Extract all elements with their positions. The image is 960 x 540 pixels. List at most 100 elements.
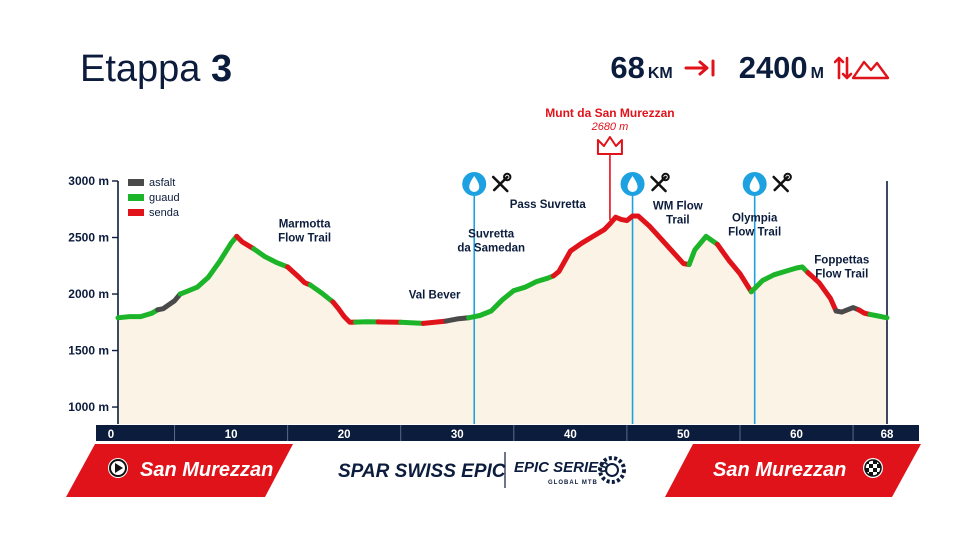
profile-segment-senda bbox=[330, 299, 358, 325]
profile-segment-asfalt bbox=[443, 315, 472, 324]
profile-segment-senda bbox=[420, 318, 449, 326]
location-label-line: da Samedan bbox=[457, 243, 525, 255]
profile-segment-senda bbox=[647, 223, 692, 268]
location-label-line: Val Bever bbox=[409, 290, 461, 302]
x-tick-label: 0 bbox=[108, 429, 114, 441]
water-drop-glyph bbox=[627, 176, 638, 192]
legend-swatch-asfalt bbox=[128, 179, 144, 186]
y-tick-label: 2500 m bbox=[68, 231, 109, 245]
wrench-head bbox=[783, 172, 792, 182]
profile-segment-senda bbox=[285, 264, 313, 288]
profile-segment-guaud bbox=[686, 233, 720, 268]
elevation-stat: 2400 M bbox=[739, 50, 824, 86]
legend-swatch-senda bbox=[128, 209, 144, 216]
crown-icon bbox=[596, 136, 623, 155]
x-tick-label: 10 bbox=[225, 429, 238, 441]
location-label: Val Bever bbox=[409, 290, 461, 302]
x-tick-label: 20 bbox=[338, 429, 351, 441]
water-drop-glyph bbox=[469, 176, 480, 192]
gear-logo-icon bbox=[598, 456, 626, 484]
summit-elevation: 2680 m bbox=[591, 121, 629, 133]
location-label: Marmotta Flow Trail bbox=[278, 218, 331, 244]
wrench-head bbox=[661, 172, 670, 182]
water-drop-glyph bbox=[749, 176, 760, 192]
tools-icon bbox=[650, 172, 670, 193]
service-point bbox=[462, 172, 512, 424]
profile-segment-senda bbox=[550, 213, 652, 279]
profile-segment-guaud bbox=[115, 307, 161, 321]
y-tick-label: 1000 m bbox=[68, 400, 109, 414]
profile-segment-guaud bbox=[748, 264, 811, 295]
y-tick-label: 1500 m bbox=[68, 344, 109, 358]
profile-segment-guaud bbox=[398, 319, 426, 326]
location-label-line: Flow Trail bbox=[278, 232, 331, 244]
distance-value: 68 bbox=[610, 50, 645, 85]
location-label: Olympia Flow Trail bbox=[728, 213, 781, 239]
y-tick-label: 3000 m bbox=[68, 174, 109, 188]
y-tick-label: 2000 m bbox=[68, 287, 109, 301]
location-label-line: Foppettas bbox=[814, 255, 869, 267]
series-name: EPIC SERIES bbox=[514, 459, 608, 476]
profile-segment-guaud bbox=[251, 246, 291, 270]
location-label-line: Flow Trail bbox=[815, 269, 868, 281]
location-labels-layer: Marmotta Flow Trail Val Bever Suvretta da Sa… bbox=[278, 199, 869, 301]
summit-name: Munt da San Murezzan bbox=[545, 106, 674, 120]
finish-flag-icon bbox=[863, 458, 883, 478]
series-sub: GLOBAL MTB bbox=[548, 480, 598, 486]
play-icon bbox=[108, 458, 128, 478]
legend-label-asfalt: asfalt bbox=[149, 177, 175, 189]
stage-stats: 68 KM 2400 M bbox=[610, 50, 890, 86]
stage-title: Etappa 3 bbox=[80, 48, 232, 91]
profile-segment-asfalt bbox=[833, 305, 862, 315]
footer: San Murezzan SPAR SWISS EPIC EPIC SERIES… bbox=[66, 444, 921, 497]
finish-banner bbox=[665, 444, 921, 497]
location-label-line: WM Flow bbox=[653, 200, 703, 212]
y-axis-layer: 3000 m 2500 m 2000 m 1500 m 1000 m bbox=[68, 174, 888, 424]
profile-area bbox=[118, 216, 887, 424]
x-tick-label: 30 bbox=[451, 429, 464, 441]
x-axis-bar bbox=[96, 425, 919, 441]
legend-label-guaud: guaud bbox=[149, 192, 180, 204]
elevation-mountain-icon bbox=[834, 56, 890, 80]
start-city: San Murezzan bbox=[140, 459, 273, 481]
wrench-head bbox=[503, 172, 512, 182]
service-point bbox=[742, 172, 792, 424]
tools-icon bbox=[491, 172, 512, 193]
location-label-line: Suvretta bbox=[468, 229, 515, 241]
location-label: Foppettas Flow Trail bbox=[814, 255, 869, 281]
profile-segment-asfalt bbox=[155, 291, 183, 313]
location-label: Pass Suvretta bbox=[510, 199, 587, 211]
stage-title-word: Etappa bbox=[80, 48, 201, 90]
x-tick-label: 50 bbox=[677, 429, 690, 441]
legend-label-senda: senda bbox=[149, 207, 180, 219]
legend: asfalt guaud senda bbox=[128, 177, 180, 219]
location-label-line: Flow Trail bbox=[728, 227, 781, 239]
distance-stat: 68 KM bbox=[610, 50, 672, 86]
x-tick-label: 40 bbox=[564, 429, 577, 441]
location-label-line: Marmotta bbox=[279, 218, 331, 230]
location-label: WM Flow Trail bbox=[653, 200, 703, 226]
profile-segment-guaud bbox=[867, 311, 890, 321]
profile-segment-guaud bbox=[466, 273, 556, 321]
profile-segment-senda bbox=[805, 270, 839, 314]
x-tick-label: 60 bbox=[790, 429, 803, 441]
location-label: Suvretta da Samedan bbox=[457, 229, 525, 255]
elevation-value: 2400 bbox=[738, 50, 808, 85]
profile-segment-senda bbox=[714, 241, 754, 295]
service-points-layer bbox=[462, 172, 792, 424]
profile-segment-guaud bbox=[307, 282, 336, 305]
profile-segment-senda bbox=[234, 233, 257, 252]
x-tick-label: 68 bbox=[881, 429, 894, 441]
finish-city: San Murezzan bbox=[713, 459, 846, 481]
distance-arrow-icon bbox=[684, 59, 715, 77]
distance-unit: KM bbox=[647, 65, 673, 82]
profile-line-layer bbox=[115, 213, 890, 326]
elevation-unit: M bbox=[810, 65, 824, 82]
location-label-line: Olympia bbox=[732, 213, 778, 225]
profile-segment-guaud bbox=[177, 233, 240, 297]
profile-area-layer bbox=[118, 216, 887, 424]
service-point bbox=[620, 172, 670, 424]
brand-name: SPAR SWISS EPIC bbox=[338, 461, 506, 482]
